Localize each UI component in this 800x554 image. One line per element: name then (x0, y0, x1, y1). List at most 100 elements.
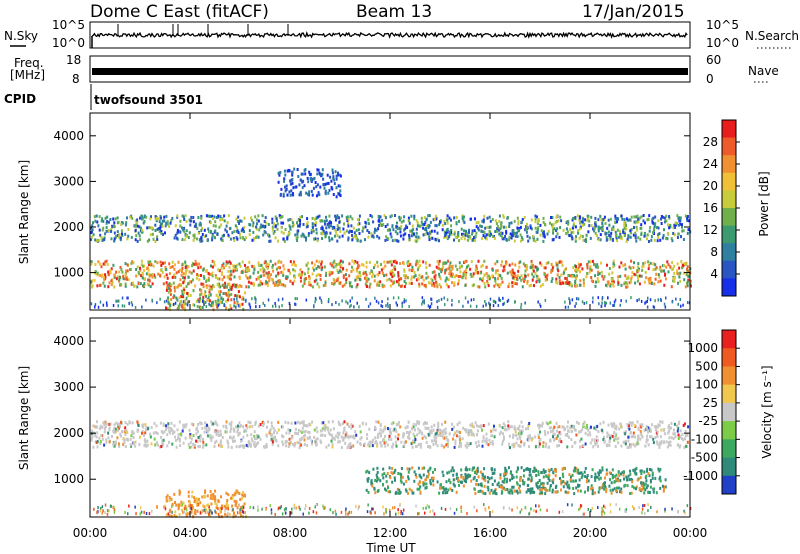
power-echo-cell (618, 235, 621, 239)
power-echo-cell (163, 215, 166, 219)
velocity-echo-cell (460, 442, 463, 446)
power-echo-cell (229, 304, 232, 308)
velocity-echo-cell (103, 430, 106, 434)
power-echo-cell (293, 167, 296, 171)
power-echo-cell (248, 229, 251, 233)
velocity-echo-cell (544, 445, 547, 449)
velocity-echo-cell (575, 433, 578, 437)
power-echo-cell (268, 239, 271, 243)
power-echo-cell (505, 261, 508, 265)
power-echo-cell (653, 238, 656, 242)
power-echo-cell (208, 290, 211, 294)
power-echo-cell (398, 218, 401, 222)
power-echo-cell (525, 230, 528, 234)
power-echo-cell (526, 225, 529, 229)
power-echo-cell (402, 237, 405, 241)
power-echo-cell (555, 280, 558, 284)
power-echo-cell (513, 231, 516, 235)
velocity-echo-cell (609, 478, 611, 482)
velocity-echo-cell (124, 433, 127, 437)
velocity-echo-cell (149, 435, 152, 439)
power-echo-cell (513, 281, 516, 285)
power-echo-cell (348, 230, 351, 234)
velocity-echo-cell (103, 443, 106, 447)
power-echo-cell (528, 236, 531, 240)
velocity-echo-cell (407, 420, 410, 424)
power-echo-cell (637, 262, 640, 266)
velocity-echo-cell (384, 434, 386, 438)
power-echo-cell (187, 275, 190, 279)
velocity-echo-cell (397, 421, 400, 424)
power-speckle (601, 296, 604, 300)
velocity-echo-cell (661, 420, 664, 424)
velocity-echo-cell (669, 440, 672, 444)
power-speckle (614, 298, 617, 302)
power-echo-cell (412, 232, 415, 236)
velocity-echo-cell (374, 479, 377, 482)
velocity-echo-cell (575, 420, 578, 424)
velocity-echo-cell (367, 443, 370, 447)
power-echo-cell (496, 260, 499, 264)
power-speckle (365, 297, 367, 301)
power-echo-cell (656, 226, 658, 229)
power-speckle (349, 305, 351, 309)
power-echo-cell (192, 289, 195, 293)
power-speckle (387, 297, 389, 301)
power-echo-cell (649, 277, 652, 281)
power-echo-cell (489, 234, 491, 238)
velocity-echo-cell (211, 422, 213, 426)
power-echo-cell (315, 221, 318, 225)
velocity-echo-cell (403, 444, 406, 448)
velocity-echo-cell (116, 428, 119, 432)
power-echo-cell (154, 240, 157, 243)
power-echo-cell (277, 239, 279, 243)
velocity-echo-cell (389, 432, 392, 436)
power-echo-cell (441, 223, 444, 227)
power-echo-cell (245, 285, 248, 289)
velocity-echo-cell (683, 422, 686, 426)
power-echo-cell (529, 265, 532, 269)
power-echo-cell (664, 277, 667, 281)
power-echo-cell (283, 239, 286, 243)
power-echo-cell (232, 236, 235, 240)
power-echo-cell (616, 228, 619, 232)
velocity-echo-cell (555, 437, 558, 440)
velocity-echo-cell (626, 484, 629, 488)
power-echo-cell (184, 214, 187, 218)
power-echo-cell (681, 223, 683, 227)
power-echo-cell (604, 221, 607, 225)
power-speckle (193, 303, 196, 307)
power-echo-cell (502, 269, 505, 273)
power-echo-cell (210, 304, 213, 308)
velocity-echo-cell (359, 437, 362, 441)
power-echo-cell (124, 284, 127, 288)
power-echo-cell (175, 236, 178, 240)
power-echo-cell (185, 229, 188, 233)
velocity-echo-cell (663, 440, 666, 444)
power-echo-cell (651, 220, 654, 224)
power-echo-cell (428, 238, 431, 242)
velocity-echo-cell (519, 444, 522, 448)
power-echo-cell (103, 236, 106, 240)
power-echo-cell (288, 269, 291, 273)
power-echo-cell (645, 276, 648, 280)
velocity-echo-cell (227, 445, 230, 449)
power-echo-cell (233, 229, 236, 233)
velocity-echo-cell (375, 420, 378, 424)
power-echo-cell (389, 270, 392, 274)
power-echo-cell (325, 226, 328, 230)
power-echo-cell (449, 261, 452, 265)
velocity-echo-cell (640, 484, 643, 487)
power-echo-cell (184, 260, 187, 264)
power-echo-cell (176, 307, 179, 311)
power-echo-cell (216, 232, 219, 236)
power-echo-cell (259, 275, 262, 278)
power-echo-cell (662, 215, 665, 219)
power-echo-cell (294, 233, 297, 237)
power-echo-cell (376, 264, 379, 268)
power-echo-cell (110, 279, 113, 283)
power-echo-cell (229, 273, 232, 277)
power-echo-cell (325, 271, 328, 275)
velocity-echo-cell (446, 491, 449, 494)
velocity-echo-cell (242, 435, 245, 439)
